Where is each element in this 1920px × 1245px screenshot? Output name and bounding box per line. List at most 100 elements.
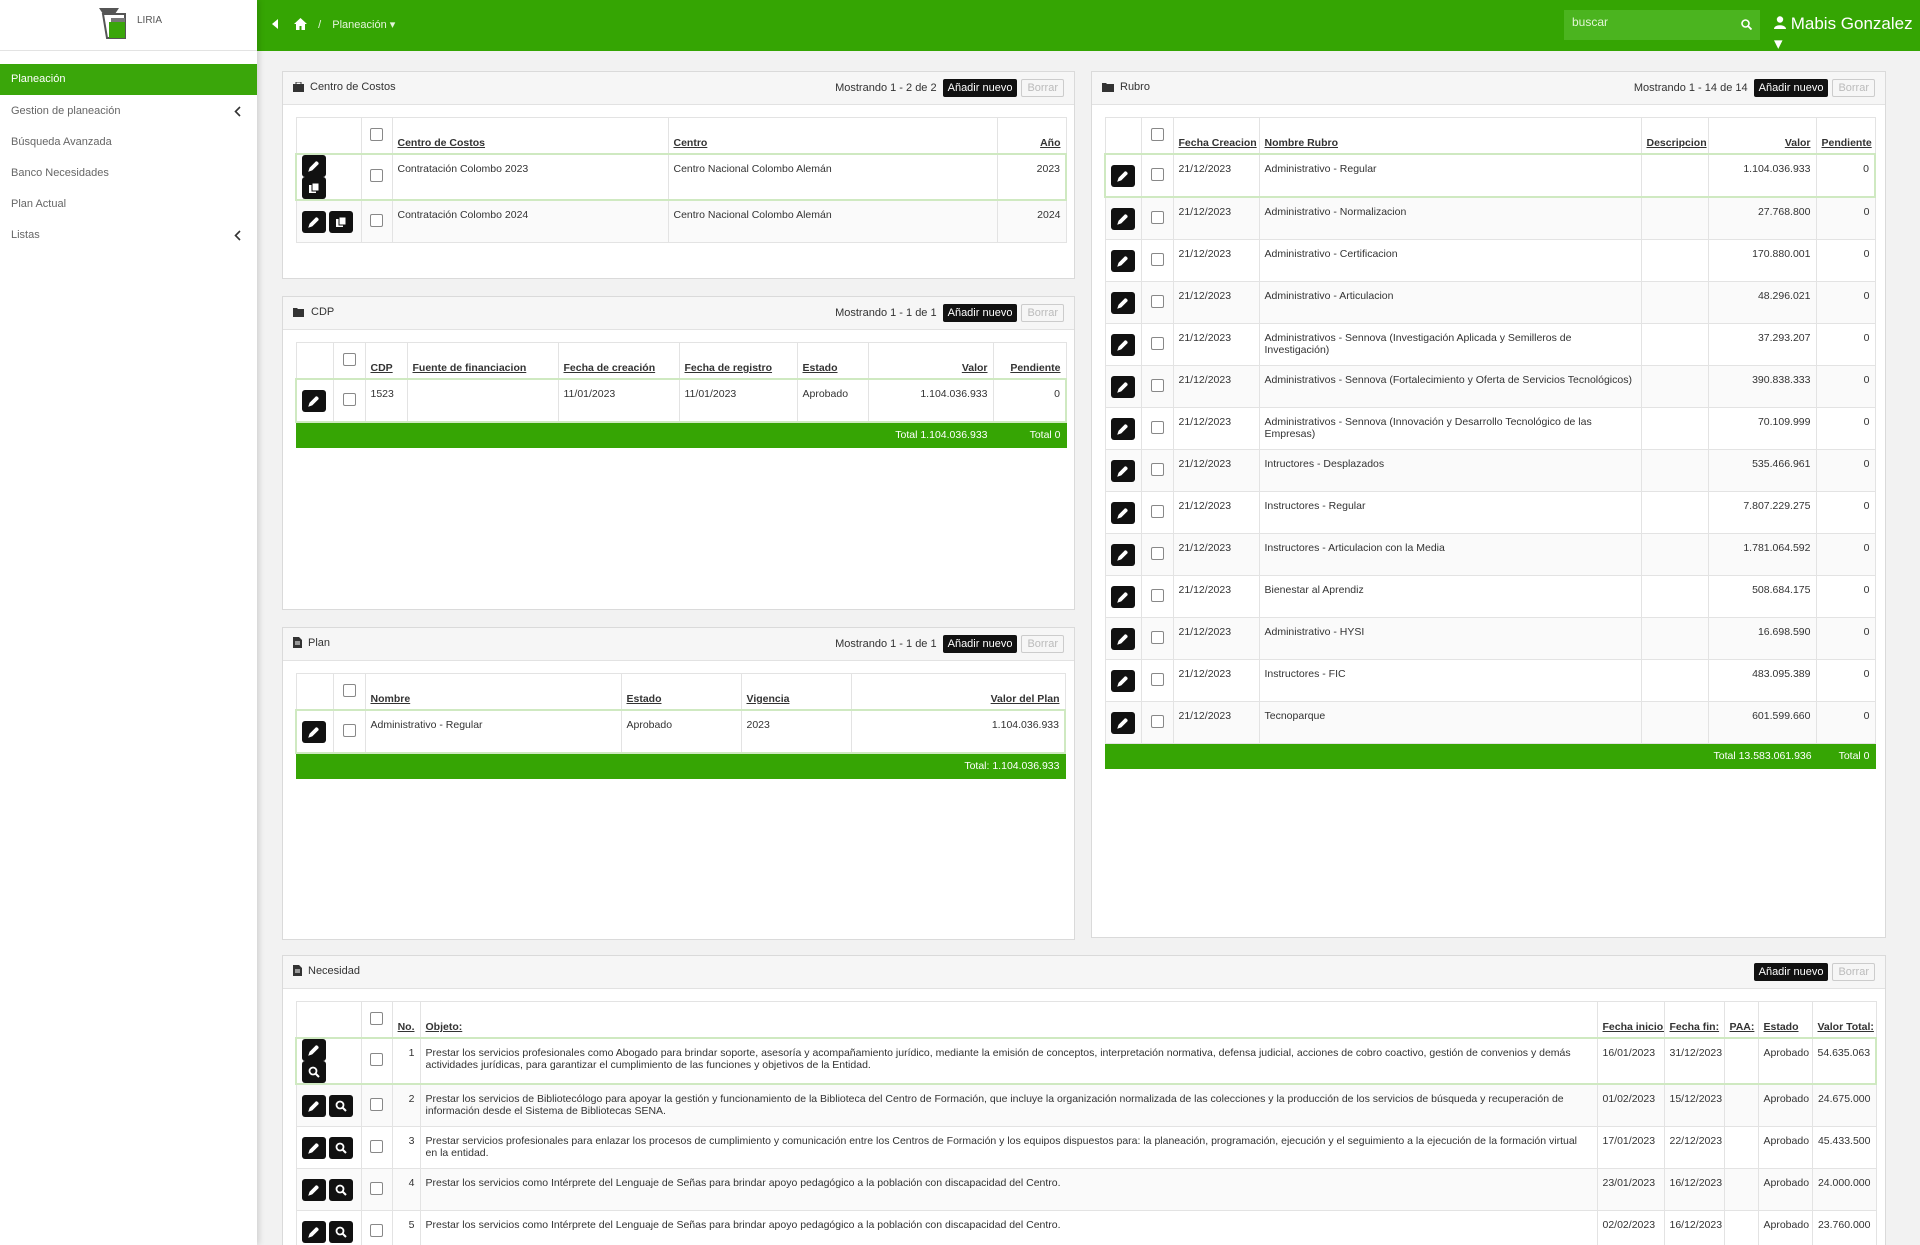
column-header[interactable]: Fuente de financiacion <box>406 342 559 380</box>
menu-item[interactable]: Plan Actual <box>0 189 257 220</box>
column-header[interactable]: Fecha Creacion <box>1172 117 1260 155</box>
edit-button[interactable] <box>1110 207 1135 230</box>
edit-button[interactable] <box>1110 627 1135 650</box>
checkbox[interactable] <box>370 1223 383 1237</box>
edit-button[interactable] <box>1110 459 1135 482</box>
checkbox[interactable] <box>342 352 356 366</box>
checkbox[interactable] <box>1150 462 1164 476</box>
edit-button[interactable] <box>301 1136 326 1159</box>
home-icon[interactable] <box>294 18 308 30</box>
edit-button[interactable] <box>1110 585 1135 608</box>
edit-button[interactable] <box>301 1178 326 1201</box>
checkbox[interactable] <box>1150 546 1164 560</box>
checkbox[interactable] <box>1150 672 1164 686</box>
copy-button[interactable] <box>328 210 353 233</box>
column-header[interactable]: CDP <box>364 342 408 380</box>
checkbox[interactable] <box>1150 210 1164 224</box>
delete-button[interactable]: Borrar <box>1021 635 1064 653</box>
user-menu[interactable]: Mabis Gonzalez ▾ <box>1774 14 1913 53</box>
menu-item[interactable]: Búsqueda Avanzada <box>0 127 257 158</box>
checkbox[interactable] <box>370 127 383 141</box>
delete-button[interactable]: Borrar <box>1021 304 1064 322</box>
checkbox[interactable] <box>370 213 383 227</box>
delete-button[interactable]: Borrar <box>1832 963 1875 981</box>
column-header[interactable]: Valor <box>1707 117 1817 155</box>
column-header[interactable]: Fecha inicio: <box>1596 1001 1665 1039</box>
edit-button[interactable] <box>302 389 326 412</box>
checkbox[interactable] <box>370 1011 383 1025</box>
column-header[interactable]: Estado <box>796 342 869 380</box>
column-header[interactable]: Fecha de registro <box>678 342 798 380</box>
delete-button[interactable]: Borrar <box>1832 79 1875 97</box>
column-header[interactable]: Valor <box>867 342 994 380</box>
column-header[interactable]: Año <box>996 117 1067 155</box>
menu-item[interactable]: Banco Necesidades <box>0 158 257 189</box>
column-header[interactable]: Centro <box>667 117 998 155</box>
checkbox[interactable] <box>370 169 383 182</box>
column-header[interactable]: Descripcion <box>1640 117 1709 155</box>
column-header[interactable]: Centro de Costos <box>391 117 669 155</box>
search-box[interactable]: buscar <box>1564 10 1760 40</box>
edit-button[interactable] <box>1110 669 1135 692</box>
checkbox[interactable] <box>1150 127 1164 141</box>
add-button[interactable]: Añadir nuevo <box>942 635 1018 653</box>
column-header[interactable]: Fecha de creación <box>557 342 680 380</box>
checkbox[interactable] <box>1150 378 1164 392</box>
checkbox[interactable] <box>342 683 356 697</box>
checkbox[interactable] <box>370 1181 383 1195</box>
menu-item[interactable]: Planeación <box>0 64 257 95</box>
checkbox[interactable] <box>1150 336 1164 350</box>
column-header[interactable]: Estado <box>620 673 742 711</box>
edit-button[interactable] <box>1110 711 1135 734</box>
column-header[interactable]: Fecha fin: <box>1663 1001 1725 1039</box>
edit-button[interactable] <box>302 156 326 177</box>
copy-button[interactable] <box>302 177 326 198</box>
checkbox[interactable] <box>1150 588 1164 602</box>
column-header[interactable]: Pendiente <box>992 342 1067 380</box>
checkbox[interactable] <box>342 723 356 737</box>
add-button[interactable]: Añadir nuevo <box>1753 79 1829 97</box>
breadcrumb-item[interactable]: Planeación <box>332 19 387 31</box>
edit-button[interactable] <box>1110 417 1135 440</box>
menu-item[interactable]: Gestion de planeación <box>0 96 257 127</box>
search-button[interactable] <box>328 1136 353 1159</box>
search-button[interactable] <box>328 1178 353 1201</box>
column-header[interactable]: Pendiente <box>1815 117 1876 155</box>
edit-button[interactable] <box>302 1040 326 1061</box>
search-button[interactable] <box>302 1061 326 1082</box>
back-icon[interactable] <box>271 19 279 29</box>
checkbox[interactable] <box>370 1053 383 1066</box>
column-header[interactable]: PAA: <box>1723 1001 1759 1039</box>
edit-button[interactable] <box>302 720 326 743</box>
checkbox[interactable] <box>1150 167 1164 181</box>
checkbox[interactable] <box>1150 420 1164 434</box>
search-button[interactable] <box>328 1220 353 1243</box>
checkbox[interactable] <box>370 1097 383 1111</box>
checkbox[interactable] <box>1150 504 1164 518</box>
checkbox[interactable] <box>342 392 356 406</box>
search-button[interactable] <box>328 1094 353 1117</box>
add-button[interactable]: Añadir nuevo <box>1753 963 1829 981</box>
checkbox[interactable] <box>370 1139 383 1153</box>
column-header[interactable]: Estado <box>1757 1001 1813 1039</box>
search-icon[interactable] <box>1741 19 1752 30</box>
checkbox[interactable] <box>1150 630 1164 644</box>
edit-button[interactable] <box>1110 333 1135 356</box>
edit-button[interactable] <box>1110 375 1135 398</box>
delete-button[interactable]: Borrar <box>1021 79 1064 97</box>
menu-item[interactable]: Listas <box>0 220 257 251</box>
checkbox[interactable] <box>1150 714 1164 728</box>
edit-button[interactable] <box>1110 249 1135 272</box>
edit-button[interactable] <box>301 210 326 233</box>
column-header[interactable]: Valor del Plan <box>850 673 1066 711</box>
edit-button[interactable] <box>301 1220 326 1243</box>
column-header[interactable]: Vigencia <box>740 673 852 711</box>
column-header[interactable]: No. <box>391 1001 421 1039</box>
edit-button[interactable] <box>301 1094 326 1117</box>
column-header[interactable]: Valor Total: <box>1811 1001 1877 1039</box>
column-header[interactable]: Nombre <box>364 673 622 711</box>
edit-button[interactable] <box>1110 543 1135 566</box>
add-button[interactable]: Añadir nuevo <box>942 79 1018 97</box>
edit-button[interactable] <box>1111 164 1135 187</box>
add-button[interactable]: Añadir nuevo <box>942 304 1018 322</box>
